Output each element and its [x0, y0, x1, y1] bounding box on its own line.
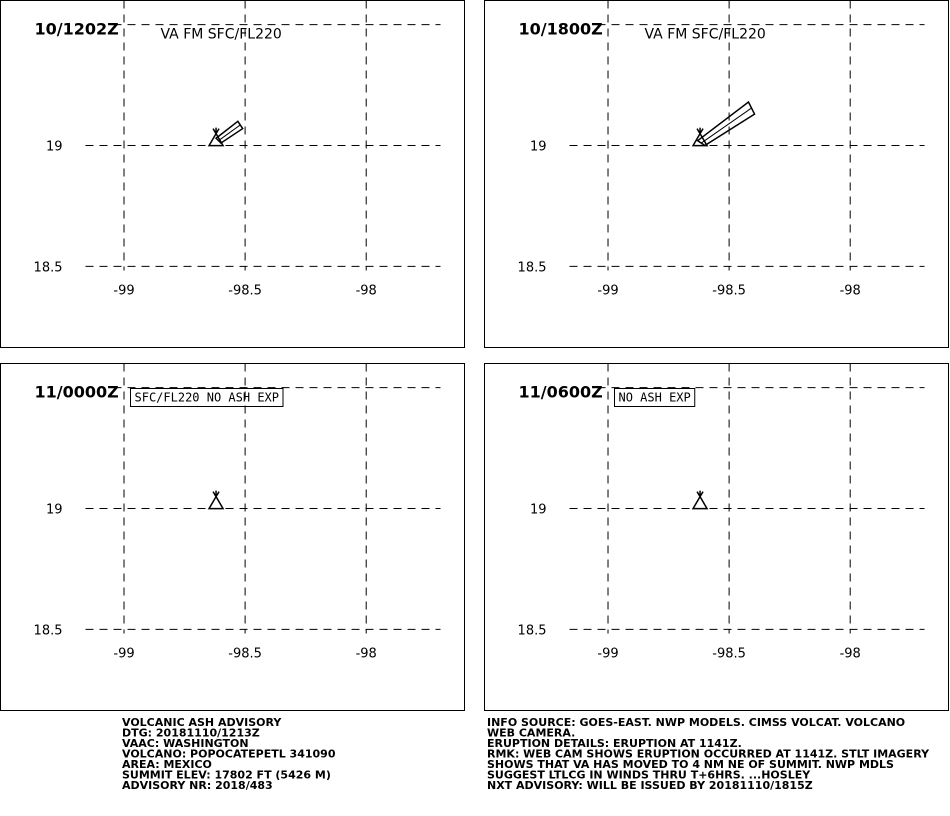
volcano-symbol	[691, 490, 709, 510]
info-line: NXT ADVISORY: WILL BE ISSUED BY 20181110…	[487, 779, 813, 792]
time-bg	[514, 16, 593, 37]
y-tick-label: 19	[530, 140, 547, 155]
x-tick-label: -98	[840, 284, 861, 299]
info-line: VOLCANO: POPOCATEPETL 341090	[122, 748, 336, 761]
info-line: RMK: WEB CAM SHOWS ERUPTION OCCURRED AT …	[487, 748, 930, 761]
volcano-symbol	[691, 127, 709, 147]
info-line: SUGGEST LTLCG IN WINDS THRU T+6HRS. ...H…	[487, 769, 811, 782]
x-tick-label: -99	[597, 647, 618, 662]
x-tick-label: -98.5	[712, 647, 746, 662]
label-box	[614, 388, 696, 407]
ash-label: SFC/FL220 NO ASH EXP	[135, 391, 280, 405]
y-tick-label: 19	[46, 140, 63, 155]
y-tick-label: 19	[530, 503, 547, 518]
info-line: SHOWS THAT VA HAS MOVED TO 4 NM NE OF SU…	[487, 758, 894, 771]
time-bg	[514, 379, 593, 400]
valid-time: 11/0600Z	[519, 383, 603, 402]
valid-time: 11/0000Z	[35, 383, 119, 402]
info-line: ADVISORY NR: 2018/483	[122, 779, 273, 792]
x-tick-label: -98.5	[228, 284, 262, 299]
x-tick-label: -98	[356, 284, 377, 299]
ash-hatch	[218, 124, 241, 142]
valid-time: 10/1202Z	[35, 20, 119, 39]
x-tick-label: -99	[597, 284, 618, 299]
panel-frame	[0, 0, 465, 348]
y-tick-label: 18.5	[518, 623, 547, 638]
info-line: AREA: MEXICO	[122, 758, 212, 771]
x-tick-label: -98.5	[712, 284, 746, 299]
time-bg	[30, 16, 109, 37]
x-tick-label: -99	[113, 647, 134, 662]
y-tick-label: 18.5	[34, 260, 63, 275]
valid-time: 10/1800Z	[519, 20, 603, 39]
ash-label: VA FM SFC/FL220	[161, 27, 282, 43]
info-line: SUMMIT ELEV: 17802 FT (5426 M)	[122, 769, 331, 782]
ash-area	[214, 120, 244, 145]
volcano-symbol	[207, 490, 225, 510]
y-tick-label: 19	[46, 503, 63, 518]
panel-frame	[484, 363, 949, 711]
volcano-symbol	[207, 127, 225, 147]
time-bg	[30, 379, 109, 400]
x-tick-label: -98	[840, 647, 861, 662]
y-tick-label: 18.5	[518, 260, 547, 275]
x-tick-label: -99	[113, 284, 134, 299]
ash-hatch	[700, 107, 752, 144]
panel-frame	[484, 0, 949, 348]
info-line: WEB CAMERA.	[487, 727, 575, 740]
info-line: DTG: 20181110/1213Z	[122, 727, 260, 740]
info-line: INFO SOURCE: GOES-EAST. NWP MODELS. CIMS…	[487, 716, 905, 729]
info-line: VOLCANIC ASH ADVISORY	[122, 716, 282, 729]
ash-area	[696, 100, 756, 147]
x-tick-label: -98	[356, 647, 377, 662]
y-tick-label: 18.5	[34, 623, 63, 638]
label-box	[130, 388, 284, 407]
x-tick-label: -98.5	[228, 647, 262, 662]
ash-label: NO ASH EXP	[619, 391, 691, 405]
info-line: VAAC: WASHINGTON	[122, 737, 249, 750]
info-line: ERUPTION DETAILS: ERUPTION AT 1141Z.	[487, 737, 742, 750]
ash-label: VA FM SFC/FL220	[645, 27, 766, 43]
panel-frame	[0, 363, 465, 711]
